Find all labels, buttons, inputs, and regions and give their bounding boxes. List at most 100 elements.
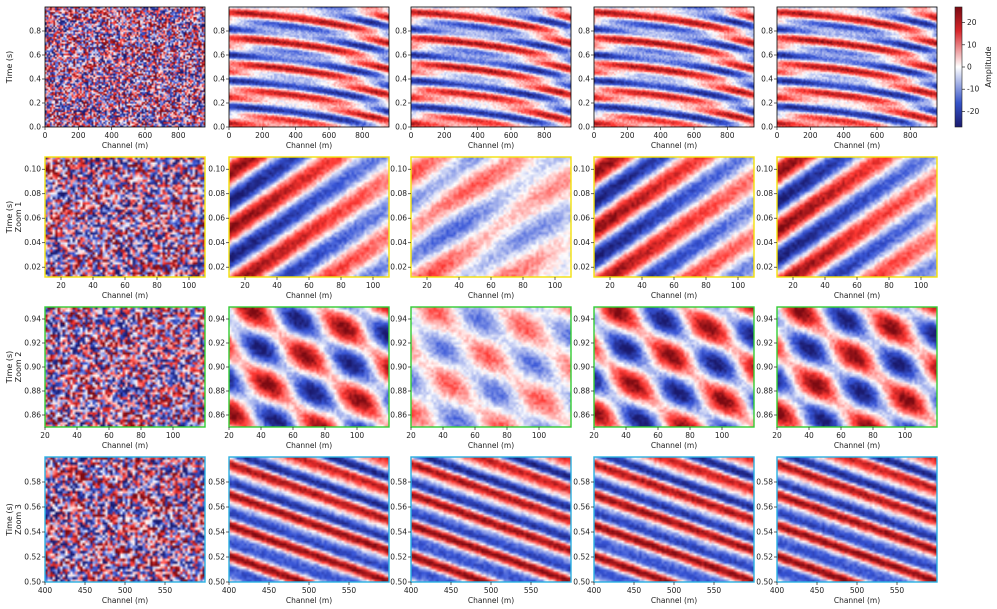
x-tick-label: 60	[304, 281, 314, 290]
y-tick-label: 0.90	[24, 363, 41, 372]
x-tick-label: 0	[775, 131, 780, 140]
x-tick-label: 0	[409, 131, 414, 140]
x-tick-label: 20	[40, 431, 50, 440]
y-tick-label: 0.04	[24, 238, 41, 247]
x-tick-label: 20	[56, 281, 66, 290]
heatmap-image	[777, 7, 937, 127]
row-zoom-label: Zoom 1	[14, 202, 23, 233]
x-tick-label: 550	[342, 586, 357, 595]
x-axis-label: Channel (m)	[651, 596, 697, 605]
x-tick-label: 20	[605, 281, 615, 290]
x-tick-label: 400	[222, 586, 237, 595]
x-tick-label: 800	[171, 131, 186, 140]
x-tick-label: 80	[701, 281, 711, 290]
y-tick-label: 0.92	[573, 339, 590, 348]
panel-r3-c0: 400 450 500 550 Channel (m) 0.50 0.52 0.54 0.56 0…	[24, 456, 206, 605]
y-axis-label: Time (s)	[5, 201, 14, 235]
x-tick-label: 80	[336, 281, 346, 290]
y-tick-label: 0.6	[395, 51, 407, 60]
heatmap-image	[594, 457, 754, 582]
y-tick-label: 0.6	[213, 51, 225, 60]
x-tick-label: 400	[837, 131, 852, 140]
y-tick-label: 0.56	[24, 503, 41, 512]
y-tick-label: 0.58	[208, 478, 225, 487]
x-tick-label: 500	[850, 586, 865, 595]
y-tick-label: 0.6	[578, 51, 590, 60]
heatmap-image	[594, 7, 754, 127]
y-tick-label: 0.56	[390, 503, 407, 512]
x-tick-label: 80	[884, 281, 894, 290]
x-tick-label: 800	[720, 131, 735, 140]
y-tick-label: 0.4	[395, 75, 407, 84]
y-tick-label: 0.08	[390, 189, 407, 198]
x-tick-label: 450	[444, 586, 459, 595]
x-tick-label: 80	[136, 431, 146, 440]
y-tick-label: 0.94	[756, 315, 773, 324]
y-tick-label: 0.52	[756, 553, 773, 562]
x-tick-label: 600	[138, 131, 153, 140]
x-tick-label: 60	[486, 281, 496, 290]
x-axis-label: Channel (m)	[834, 141, 880, 150]
x-tick-label: 80	[685, 431, 695, 440]
row-zoom-label: Zoom 2	[14, 352, 23, 383]
y-tick-label: 0.90	[756, 363, 773, 372]
y-tick-label: 0.56	[573, 503, 590, 512]
x-tick-label: 40	[272, 281, 282, 290]
y-tick-label: 0.6	[761, 51, 773, 60]
colorbar-tick-label: 0	[967, 63, 972, 72]
y-tick-label: 0.06	[390, 214, 407, 223]
panel-r2-c4: 20 40 60 80 100 Channel (m) 0.86 0.88 0.90 0.92 0.…	[756, 306, 938, 450]
x-tick-label: 60	[852, 281, 862, 290]
x-tick-label: 200	[71, 131, 86, 140]
x-tick-label: 100	[898, 431, 913, 440]
x-tick-label: 20	[422, 281, 432, 290]
y-tick-label: 0.0	[213, 123, 225, 132]
x-tick-label: 40	[438, 431, 448, 440]
panel-r3-c4: 400 450 500 550 Channel (m) 0.50 0.52 0.54 0.56 0…	[756, 456, 938, 605]
y-tick-label: 0.94	[573, 315, 590, 324]
panel-r0-c3: 0 200 400 600 800 Channel (m) 0.0 0.2 0.4 0.6 0.8	[578, 6, 755, 150]
heatmap-image	[411, 157, 571, 277]
x-tick-label: 400	[587, 586, 602, 595]
y-tick-label: 0.8	[213, 27, 225, 36]
panel-frame	[44, 6, 206, 128]
y-tick-label: 0.86	[390, 411, 407, 420]
x-tick-label: 80	[152, 281, 162, 290]
x-tick-label: 200	[620, 131, 635, 140]
y-tick-label: 0.4	[578, 75, 590, 84]
x-tick-label: 40	[88, 281, 98, 290]
y-tick-label: 0.52	[24, 553, 41, 562]
heatmap-image	[229, 457, 389, 582]
colorbar-gradient	[954, 6, 963, 128]
y-tick-label: 0.58	[390, 478, 407, 487]
y-tick-label: 0.58	[24, 478, 41, 487]
x-tick-label: 20	[589, 431, 599, 440]
panel-frame	[776, 6, 938, 128]
y-tick-label: 0.94	[24, 315, 41, 324]
y-axis-label: Time (s)	[5, 351, 14, 385]
panel-r0-c2: 0 200 400 600 800 Channel (m) 0.0 0.2 0.4 0.6 0.8	[395, 6, 572, 150]
y-tick-label: 0.06	[756, 214, 773, 223]
row-zoom-label: Zoom 3	[14, 504, 23, 535]
y-tick-label: 0.8	[395, 27, 407, 36]
x-tick-label: 100	[166, 431, 181, 440]
panel-r1-c0: 20 40 60 80 100 Channel (m) 0.02 0.04 0.06 0.08 0.…	[24, 156, 206, 300]
y-tick-label: 0.2	[395, 99, 407, 108]
panel-frame	[228, 6, 390, 128]
y-tick-label: 0.90	[390, 363, 407, 372]
panel-r1-c1: 20 40 60 80 100 Channel (m) 0.02 0.04 0.06 0.08 0.…	[208, 156, 390, 300]
x-tick-label: 60	[104, 431, 114, 440]
y-tick-label: 0.06	[24, 214, 41, 223]
y-tick-label: 0.02	[573, 263, 590, 272]
x-axis-label: Channel (m)	[286, 441, 332, 450]
panel-r3-c2: 400 450 500 550 Channel (m) 0.50 0.52 0.54 0.56 0…	[390, 456, 572, 605]
heatmap-image	[777, 307, 937, 427]
y-tick-label: 0.86	[573, 411, 590, 420]
x-tick-label: 600	[687, 131, 702, 140]
x-axis-label: Channel (m)	[834, 291, 880, 300]
y-tick-label: 0.54	[756, 528, 773, 537]
y-tick-label: 0.54	[24, 528, 41, 537]
y-tick-label: 0.88	[390, 387, 407, 396]
y-tick-label: 0.08	[573, 189, 590, 198]
